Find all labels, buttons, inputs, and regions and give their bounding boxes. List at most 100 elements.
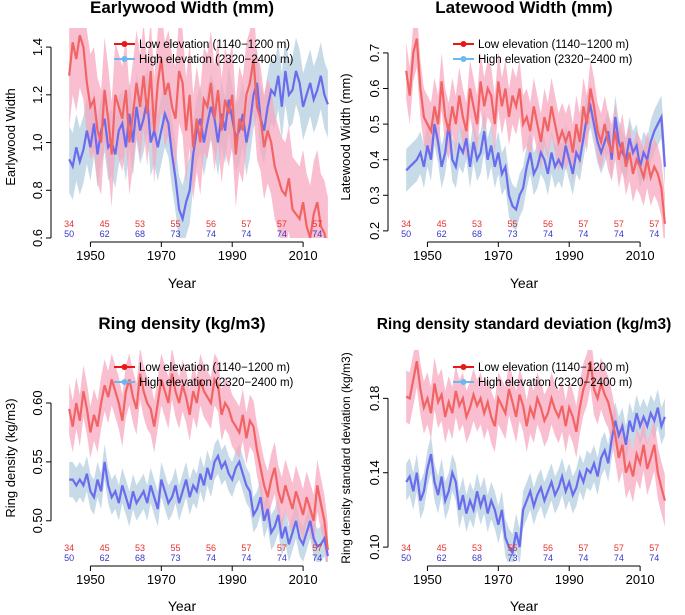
legend-label-high: High elevation (2320−2400 m) (478, 377, 633, 389)
x-axis-label: Year (168, 275, 197, 291)
sample-count-high: 74 (649, 553, 659, 563)
y-tick-label: 0.8 (30, 181, 45, 199)
sample-count-high: 74 (277, 553, 287, 563)
sample-count-high: 74 (312, 553, 322, 563)
x-tick-label: 1990 (555, 248, 584, 263)
y-axis-label: Ring density (kg/m3) (3, 398, 18, 517)
sample-count-high: 50 (64, 553, 74, 563)
series-line-low (68, 34, 327, 238)
x-tick-label: 1970 (484, 572, 513, 587)
x-tick-label: 1970 (484, 248, 513, 263)
x-tick-label: 1970 (147, 248, 176, 263)
sample-count-low: 57 (614, 543, 624, 553)
series-line-low (405, 360, 666, 501)
panel-title: Ring density (kg/m3) (98, 314, 265, 333)
y-tick-label: 0.6 (30, 229, 45, 247)
y-tick-label: 1.2 (30, 86, 45, 104)
sample-count-high: 74 (649, 229, 659, 239)
sample-count-low: 45 (437, 219, 447, 229)
x-tick-label: 1950 (76, 572, 105, 587)
sample-count-low: 55 (170, 543, 180, 553)
confidence-band-low (406, 28, 665, 238)
y-axis-label: Ring density standard deviation (kg/m3) (339, 352, 353, 563)
sample-count-high: 74 (277, 229, 287, 239)
sample-count-low: 57 (241, 543, 251, 553)
sample-count-high: 74 (241, 553, 251, 563)
legend-marker-high (460, 56, 467, 62)
y-tick-label: 0.2 (367, 222, 382, 240)
sample-count-high: 68 (135, 229, 145, 239)
sample-count-low: 57 (312, 543, 322, 553)
legend-marker-low (121, 41, 128, 47)
panel-latewood-width: Latewood Width (mm) Latewood Width (mm) … (338, 0, 666, 291)
confidence-band-high (406, 389, 665, 562)
x-tick-label: 1950 (76, 248, 105, 263)
sample-count-high: 62 (100, 229, 110, 239)
sample-count-low: 57 (578, 543, 588, 553)
sample-count-low: 45 (437, 543, 447, 553)
sample-count-low: 56 (543, 219, 553, 229)
sample-count-high: 74 (614, 229, 624, 239)
sample-count-low: 55 (507, 219, 517, 229)
sample-count-low: 34 (64, 543, 74, 553)
y-tick-label: 0.3 (367, 186, 382, 204)
panel-ring-density-sd: Ring density standard deviation (kg/m3) … (339, 316, 671, 614)
panel-earlywood-width: Earlywood Width (mm) Earlywood Width Yea… (3, 0, 329, 291)
sample-count-high: 68 (472, 553, 482, 563)
legend-marker-low (121, 364, 128, 370)
sample-count-low: 57 (277, 543, 287, 553)
y-tick-label: 0.10 (367, 534, 382, 559)
series-line-high (405, 407, 666, 556)
sample-count-high: 62 (437, 229, 447, 239)
y-tick-label: 1.4 (30, 38, 45, 56)
x-tick-label: 1990 (555, 572, 584, 587)
sample-count-low: 45 (100, 219, 110, 229)
sample-count-low: 34 (64, 219, 74, 229)
y-tick-label: 0.18 (367, 386, 382, 411)
sample-count-low: 45 (100, 543, 110, 553)
sample-count-low: 57 (241, 219, 251, 229)
sample-count-high: 74 (241, 229, 251, 239)
x-tick-label: 2010 (289, 248, 318, 263)
sample-count-low: 57 (649, 543, 659, 553)
sample-count-low: 56 (206, 543, 216, 553)
sample-count-high: 74 (578, 229, 588, 239)
legend: Low elevation (1140−1200 m) High elevati… (114, 362, 294, 389)
sample-count-low: 53 (472, 543, 482, 553)
sample-count-high: 62 (100, 553, 110, 563)
y-tick-label: 0.14 (367, 460, 382, 485)
sample-count-low: 53 (135, 543, 145, 553)
y-tick-label: 0.6 (367, 79, 382, 97)
panel-ring-density: Ring density (kg/m3) Ring density (kg/m3… (3, 314, 329, 614)
sample-count-high: 68 (472, 229, 482, 239)
sample-count-high: 74 (578, 553, 588, 563)
confidence-band-low (406, 350, 665, 527)
sample-count-low: 57 (614, 219, 624, 229)
y-tick-label: 0.60 (30, 390, 45, 415)
legend: Low elevation (1140−1200 m) High elevati… (453, 362, 633, 389)
y-tick-label: 0.55 (30, 449, 45, 474)
legend-label-high: High elevation (2320−2400 m) (139, 54, 294, 66)
sample-count-high: 50 (401, 229, 411, 239)
sample-count-high: 74 (312, 229, 322, 239)
x-tick-label: 2010 (626, 572, 655, 587)
legend-label-low: Low elevation (1140−1200 m) (478, 362, 629, 374)
sample-count-high: 74 (206, 229, 216, 239)
x-tick-label: 1950 (413, 572, 442, 587)
y-axis-label: Latewood Width (mm) (338, 73, 353, 200)
x-tick-label: 1950 (413, 248, 442, 263)
sample-count-high: 68 (135, 553, 145, 563)
y-axis-label: Earlywood Width (3, 88, 18, 186)
series-layer (405, 28, 666, 238)
legend-label-high: High elevation (2320−2400 m) (139, 377, 294, 389)
sample-count-low: 56 (543, 543, 553, 553)
sample-count-high: 50 (64, 229, 74, 239)
x-axis-label: Year (510, 275, 539, 291)
legend: Low elevation (1140−1200 m) High elevati… (453, 39, 633, 66)
y-tick-label: 1.0 (30, 134, 45, 152)
sample-count-low: 57 (312, 219, 322, 229)
